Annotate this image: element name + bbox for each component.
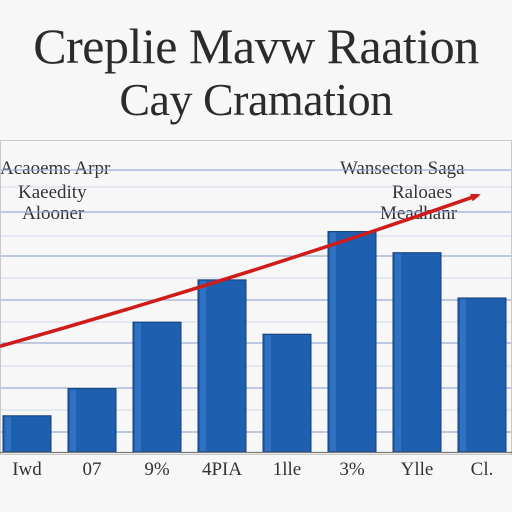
bar-highlight [330,232,336,451]
x-tick-label-3: 4PIA [202,459,242,480]
x-tick-label-5: 3% [339,459,365,480]
x-tick-labels: Iwd 07 9% 4PIA 1lle 3% Ylle Cl. [12,459,493,480]
bar-highlight [395,253,401,451]
chart-title-line-1: Creplie Mavw Raation [33,18,479,74]
annotation-left-line-3: Alooner [22,203,85,224]
x-tick-label-2: 9% [144,459,170,480]
bar-highlight [70,389,76,451]
x-tick-label-0: Iwd [12,459,42,480]
x-tick-label-1: 07 [83,459,102,480]
x-tick-label-6: Ylle [401,459,434,480]
bars [2,231,507,453]
annotation-right-line-1: Wansecton Saga [340,158,465,179]
annotation-left-line-1: Acaoems Arpr [0,158,111,179]
trend-arrow [0,193,481,348]
chart-title-line-2: Cay Cramation [119,74,393,125]
bar-highlight [460,298,466,451]
bar-highlight [200,280,206,451]
bar-highlight [5,416,11,451]
bar-highlight [265,335,271,451]
x-tick-label-4: 1lle [273,459,302,480]
x-tick-label-7: Cl. [471,459,494,480]
bar-highlight [135,323,141,451]
